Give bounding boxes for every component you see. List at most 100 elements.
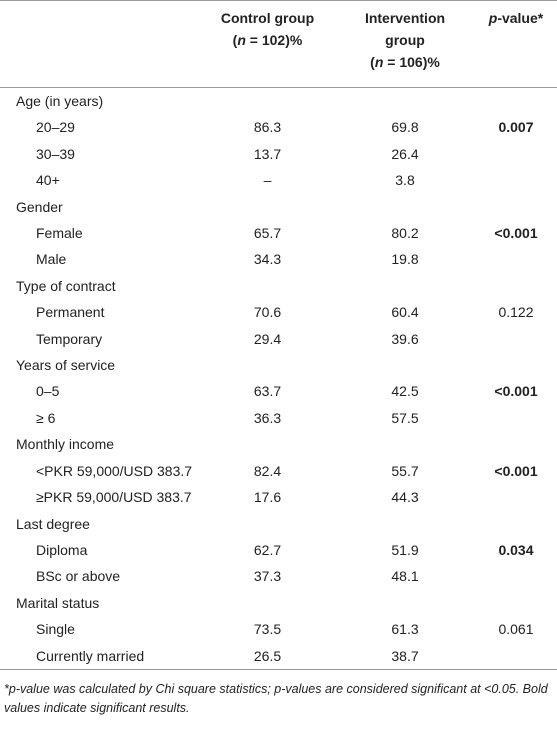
data-row: Currently married 26.5 38.7: [0, 643, 557, 670]
data-row: Single 73.5 61.3 0.061: [0, 616, 557, 642]
data-row: Male 34.3 19.8: [0, 246, 557, 272]
intervention-value: 38.7: [391, 647, 419, 664]
row-label: Female: [36, 225, 83, 242]
empty-cell: [335, 590, 475, 616]
header-text: = 106)%: [383, 54, 440, 70]
header-text: (: [370, 54, 375, 70]
group-row: Marital status: [0, 590, 557, 616]
empty-cell: [475, 141, 557, 167]
row-label: Temporary: [36, 330, 103, 347]
empty-cell: [475, 511, 557, 537]
group-row: Age (in years): [0, 88, 557, 115]
empty-cell: [200, 431, 335, 457]
empty-cell: [475, 643, 557, 670]
data-row: Diploma 62.7 51.9 0.034: [0, 537, 557, 563]
header-text: n: [237, 32, 246, 48]
header-text: (: [232, 32, 238, 48]
group-label: Type of contract: [16, 277, 116, 294]
empty-cell: [335, 431, 475, 457]
intervention-value: 3.8: [395, 172, 415, 189]
table-body: Age (in years) 20–29 86.3 69.8 0.007 30–39 13.…: [0, 88, 557, 670]
empty-cell: [335, 194, 475, 220]
empty-cell: [475, 431, 557, 457]
p-value: 0.007: [498, 119, 534, 136]
control-value: 36.3: [253, 409, 282, 426]
intervention-value: 48.1: [391, 568, 419, 585]
empty-cell: [335, 511, 475, 537]
control-value: 82.4: [253, 462, 282, 479]
group-label: Gender: [16, 198, 63, 215]
control-value: 17.6: [253, 489, 282, 506]
footnote: *p-value was calculated by Chi square st…: [4, 681, 548, 715]
control-value: 63.7: [253, 383, 282, 400]
data-row: 30–39 13.7 26.4: [0, 141, 557, 167]
data-row: 40+ – 3.8: [0, 167, 557, 193]
row-label: Male: [36, 251, 67, 268]
header-cell: [0, 0, 200, 88]
control-value: 73.5: [253, 621, 282, 638]
p-value: 0.061: [498, 621, 534, 638]
empty-cell: [335, 273, 475, 299]
control-value: 86.3: [253, 119, 282, 136]
row-label: Diploma: [36, 541, 88, 558]
intervention-value: 55.7: [391, 462, 419, 479]
data-row: Temporary 29.4 39.6: [0, 326, 557, 352]
empty-cell: [335, 88, 475, 115]
empty-cell: [475, 405, 557, 431]
table: Control group (n = 102)% Intervention grou…: [0, 0, 557, 670]
empty-cell: [475, 326, 557, 352]
row-label: ≥PKR 59,000/USD 383.7: [36, 489, 192, 506]
header-cell: p-value*: [475, 0, 557, 88]
control-value: –: [263, 172, 272, 189]
group-row: Last degree: [0, 511, 557, 537]
empty-cell: [475, 563, 557, 589]
control-value: 29.4: [253, 330, 282, 347]
header-text: Intervention group: [364, 10, 446, 48]
header-text: -value*: [497, 10, 544, 26]
row-label: <PKR 59,000/USD 383.7: [36, 462, 193, 479]
empty-cell: [475, 167, 557, 193]
empty-cell: [200, 88, 335, 115]
empty-cell: [475, 246, 557, 272]
p-value: <0.001: [494, 383, 538, 400]
control-value: 62.7: [253, 541, 282, 558]
data-row: Female 65.7 80.2 <0.001: [0, 220, 557, 246]
header-cell: Intervention group (n = 106)%: [335, 0, 475, 88]
intervention-value: 61.3: [391, 621, 419, 638]
empty-cell: [475, 484, 557, 510]
group-label: Marital status: [16, 594, 100, 611]
empty-cell: [475, 273, 557, 299]
empty-cell: [200, 511, 335, 537]
group-label: Years of service: [16, 357, 116, 374]
intervention-value: 51.9: [391, 541, 419, 558]
row-label: BSc or above: [36, 568, 121, 585]
empty-cell: [200, 194, 335, 220]
row-label: 30–39: [36, 145, 75, 162]
empty-cell: [200, 273, 335, 299]
data-row: ≥ 6 36.3 57.5: [0, 405, 557, 431]
p-value: 0.122: [498, 304, 534, 321]
intervention-value: 69.8: [391, 119, 419, 136]
p-value: 0.034: [498, 541, 534, 558]
empty-cell: [335, 352, 475, 378]
row-label: Permanent: [36, 304, 105, 321]
row-label: Single: [36, 621, 75, 638]
intervention-value: 26.4: [391, 145, 419, 162]
data-row: BSc or above 37.3 48.1: [0, 563, 557, 589]
intervention-value: 60.4: [391, 304, 419, 321]
control-value: 65.7: [253, 225, 282, 242]
intervention-value: 39.6: [391, 330, 419, 347]
empty-cell: [475, 352, 557, 378]
header-text: Control group: [220, 10, 315, 26]
row-label: 0–5: [36, 383, 60, 400]
header-text: p: [488, 10, 498, 26]
data-row: Permanent 70.6 60.4 0.122: [0, 299, 557, 325]
empty-cell: [475, 194, 557, 220]
p-value: <0.001: [494, 225, 538, 242]
empty-cell: [475, 88, 557, 115]
intervention-value: 80.2: [391, 225, 419, 242]
data-row: 20–29 86.3 69.8 0.007: [0, 114, 557, 140]
intervention-value: 19.8: [391, 251, 419, 268]
header-cell: Control group (n = 102)%: [200, 0, 335, 88]
